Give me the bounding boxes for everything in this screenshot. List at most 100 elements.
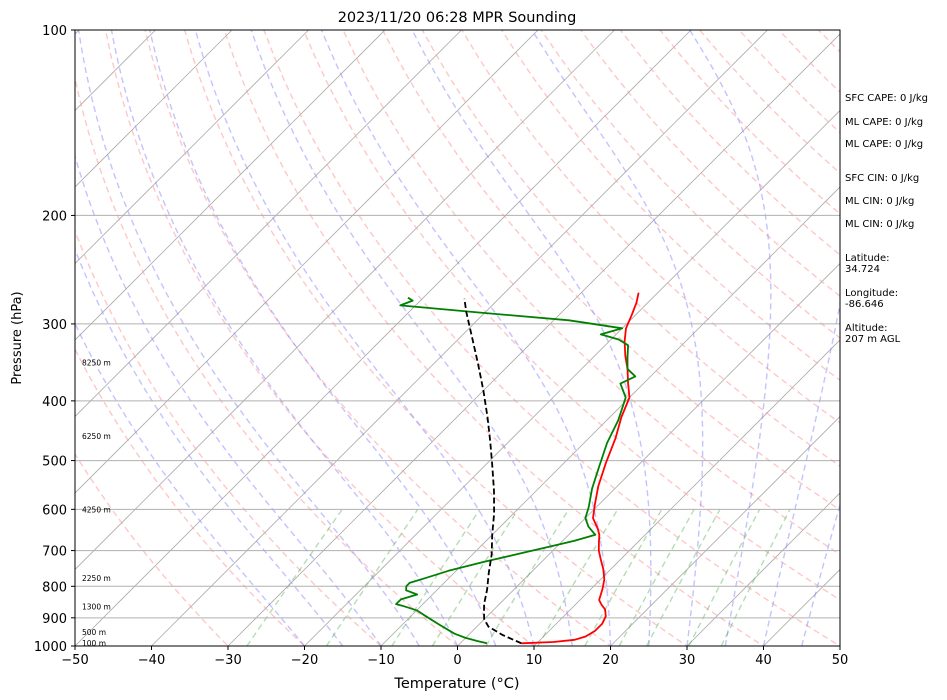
ml-cin-text: ML CIN: 0 J/kg xyxy=(845,196,915,207)
isotherm-line xyxy=(151,30,768,646)
moist-adiabat-line xyxy=(320,30,612,646)
moist-adiabat-line xyxy=(77,30,420,646)
moist-adiabat-line xyxy=(110,30,459,646)
chart-title: 2023/11/20 06:28 MPR Sounding xyxy=(338,10,577,26)
y-tick-label: 400 xyxy=(42,395,67,410)
mixing-ratio-line xyxy=(431,508,519,646)
y-tick-label: 300 xyxy=(42,318,67,333)
dry-adiabat-line xyxy=(75,229,383,646)
mixing-ratio-line xyxy=(618,508,695,646)
moist-adiabat-line xyxy=(411,30,652,646)
dry-adiabat-line xyxy=(75,347,306,646)
moist-adiabat-line xyxy=(194,30,535,646)
height-label: 500 m xyxy=(82,628,106,637)
ml-cape-text: ML CAPE: 0 J/kg xyxy=(845,117,924,128)
height-label: 8250 m xyxy=(82,359,111,368)
height-label: 100 m xyxy=(82,639,106,648)
sfc-cin-text: SFC CIN: 0 J/kg xyxy=(845,173,920,184)
dry-adiabat-line xyxy=(263,30,840,646)
x-tick-label: 20 xyxy=(602,653,619,668)
isotherm-line xyxy=(227,33,840,646)
dry-adiabat-line xyxy=(302,30,840,601)
y-tick-label: 1000 xyxy=(34,640,67,655)
height-label: 6250 m xyxy=(82,432,111,441)
dry-adiabat-line xyxy=(342,30,840,556)
x-tick-label: 50 xyxy=(832,653,849,668)
x-tick-label: −30 xyxy=(214,653,241,668)
longitude-value: -86.646 xyxy=(845,299,884,310)
y-tick-label: 800 xyxy=(42,580,67,595)
mixing-ratio-line xyxy=(645,508,721,646)
x-axis-ticks: −50 −40 −30 −20 −10 0 10 20 30 40 50 xyxy=(61,646,848,668)
dry-adiabat-line xyxy=(461,30,840,424)
moist-adiabat-line xyxy=(149,30,497,646)
temperature-profile-line xyxy=(521,292,640,645)
height-label: 4250 m xyxy=(82,506,111,515)
sounding-profiles xyxy=(395,292,640,645)
isotherm-line xyxy=(533,339,840,646)
x-tick-label: 0 xyxy=(453,653,461,668)
mixing-ratio-line xyxy=(720,508,791,646)
dry-adiabat-line xyxy=(104,30,536,646)
isotherm-line xyxy=(75,30,692,646)
y-tick-label: 600 xyxy=(42,503,67,518)
isotherm-line xyxy=(380,186,840,646)
plot-frame xyxy=(74,29,841,647)
moist-adiabat-line xyxy=(689,30,772,646)
x-tick-label: −50 xyxy=(61,653,88,668)
isotherm-line xyxy=(75,30,386,341)
moist-adiabat-line xyxy=(75,153,382,646)
isotherm-line xyxy=(0,30,3,646)
background-lines xyxy=(0,30,840,646)
mixing-ratio-line xyxy=(246,508,343,646)
altitude-value: 207 m AGL xyxy=(845,334,901,345)
isotherm-line xyxy=(75,30,233,188)
pressure-gridlines xyxy=(75,214,840,619)
mixing-ratio-line xyxy=(485,508,570,646)
dry-adiabat-line xyxy=(75,75,459,646)
dry-adiabat-line xyxy=(421,30,840,467)
dry-adiabat-line xyxy=(75,452,229,646)
isotherm-line xyxy=(75,30,309,265)
y-tick-label: 100 xyxy=(42,24,67,39)
dry-adiabat-line xyxy=(382,30,840,511)
dry-adiabat-line xyxy=(144,30,612,646)
isotherm-line xyxy=(610,415,840,646)
y-tick-label: 200 xyxy=(42,209,67,224)
x-tick-label: 10 xyxy=(526,653,543,668)
longitude-label: Longitude: xyxy=(845,288,899,299)
y-tick-label: 700 xyxy=(42,545,67,560)
dry-adiabat-line xyxy=(184,30,689,646)
x-tick-label: 40 xyxy=(755,653,772,668)
x-tick-label: −10 xyxy=(367,653,394,668)
mixing-ratio-line xyxy=(688,508,761,646)
isotherm-line xyxy=(75,30,539,494)
moist-adiabat-line xyxy=(531,30,704,646)
dewpoint-profile-line xyxy=(395,296,637,645)
moist-adiabat-line xyxy=(762,300,840,646)
latitude-value: 34.724 xyxy=(845,264,880,275)
altitude-label: Altitude: xyxy=(845,323,888,334)
ml-cin-text-2: ML CIN: 0 J/kg xyxy=(845,219,915,230)
mixing-ratio-line xyxy=(537,508,619,646)
isotherm-line xyxy=(686,492,840,646)
height-label: 2250 m xyxy=(82,574,111,583)
x-tick-label: −20 xyxy=(291,653,318,668)
ml-cape-text-2: ML CAPE: 0 J/kg xyxy=(845,139,924,150)
y-tick-label: 900 xyxy=(42,612,67,627)
moist-adiabat-line xyxy=(250,30,573,646)
x-axis-label: Temperature (°C) xyxy=(393,676,519,692)
y-tick-label: 500 xyxy=(42,455,67,470)
height-label: 1300 m xyxy=(82,603,111,612)
moist-adiabat-line xyxy=(75,247,344,646)
height-labels: 100 m 500 m 1300 m 2250 m 4250 m 6250 m 8250 m xyxy=(82,359,111,649)
y-axis-label: Pressure (hPa) xyxy=(10,291,25,384)
parcel-profile-line xyxy=(463,298,522,645)
x-tick-label: 30 xyxy=(679,653,696,668)
sfc-cape-text: SFC CAPE: 0 J/kg xyxy=(845,93,928,104)
moist-adiabat-line xyxy=(801,502,840,646)
dry-adiabat-line xyxy=(501,30,840,381)
dry-adiabat-line xyxy=(223,30,765,646)
x-tick-label: −40 xyxy=(138,653,165,668)
mixing-ratio-line xyxy=(584,508,663,646)
